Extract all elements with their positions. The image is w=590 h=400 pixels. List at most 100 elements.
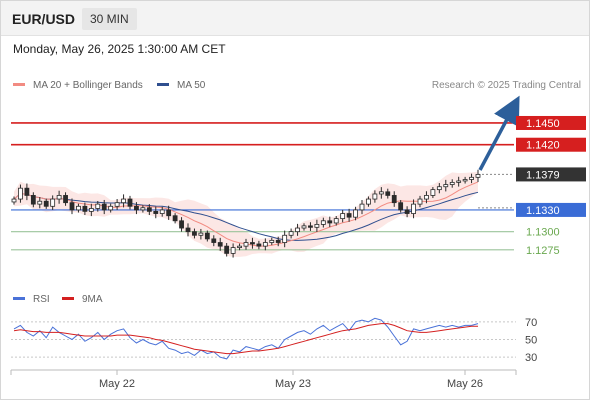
level-label-pivot: 1.1330 — [526, 205, 560, 217]
candle-bearish — [172, 215, 178, 222]
candle-bullish — [230, 247, 236, 254]
candle-bullish — [37, 200, 43, 205]
candle-bearish — [134, 205, 139, 211]
rsi-line — [13, 317, 479, 360]
candle-bullish — [18, 187, 23, 200]
candle-bullish — [301, 225, 307, 229]
candle-bearish — [204, 232, 210, 240]
chart-datetime: Monday, May 26, 2025 1:30:00 AM CET — [13, 42, 226, 56]
candle-bearish — [192, 231, 197, 236]
candle-bearish — [24, 187, 30, 196]
candle-bearish — [275, 239, 281, 243]
rsi-ma-line — [13, 323, 478, 355]
candle-bullish — [333, 218, 339, 224]
rsi-level-label: 30 — [525, 352, 537, 364]
price-levels — [11, 122, 514, 251]
level-label-resistance: 1.1420 — [526, 140, 560, 152]
candle-bearish — [256, 243, 262, 247]
credit-text: Research © 2025 Trading Central — [431, 80, 581, 91]
candle-bearish — [30, 195, 36, 205]
rsi-level-label: 70 — [525, 317, 537, 329]
candle-bearish — [404, 209, 410, 214]
candle-bullish — [95, 203, 101, 209]
legend-item-ma50: MA 50 — [157, 80, 205, 91]
ma20-swatch — [13, 82, 25, 86]
candle-bearish — [43, 200, 49, 207]
candle-bullish — [76, 205, 81, 211]
rsi-swatch — [13, 297, 25, 300]
candle-bullish — [436, 186, 442, 191]
candle-bearish — [250, 242, 255, 245]
candles — [11, 169, 481, 258]
candle-bullish — [469, 176, 474, 180]
candle-bearish — [179, 220, 184, 229]
candle-bearish — [69, 202, 75, 211]
candle-bullish — [411, 203, 416, 214]
candle-bullish — [475, 174, 481, 178]
candle-bullish — [159, 209, 165, 214]
candle-bearish — [224, 245, 230, 254]
rsi-ma-legend-label: 9MA — [82, 294, 103, 305]
candle-bullish — [417, 198, 423, 205]
candle-bearish — [308, 225, 313, 228]
candle-bearish — [146, 207, 152, 212]
level-label-resistance: 1.1450 — [526, 118, 560, 130]
legend-item-ma20-bollinger: MA 20 + Bollinger Bands — [13, 80, 143, 91]
rsi-ma-swatch — [62, 297, 74, 300]
candle-bullish — [50, 198, 56, 207]
candle-bullish — [282, 234, 288, 243]
candle-bullish — [269, 239, 275, 243]
candle-bullish — [314, 224, 320, 228]
rsi-legend: RSI 9MA — [13, 294, 103, 305]
candle-bullish — [237, 245, 242, 248]
candle-bullish — [108, 205, 114, 211]
candle-bearish — [101, 203, 107, 211]
candle-bearish — [63, 195, 68, 204]
candle-bullish — [378, 191, 384, 195]
candle-bearish — [217, 242, 223, 247]
candle-bullish — [353, 209, 358, 218]
candle-bearish — [127, 198, 133, 207]
x-tick-label: May 22 — [99, 378, 135, 390]
candle-bullish — [366, 198, 371, 205]
x-tick-label: May 23 — [275, 378, 311, 390]
candle-bullish — [243, 242, 249, 247]
x-axis: May 22 May 23 May 26 — [10, 370, 517, 390]
candle-bullish — [462, 179, 468, 182]
candle-bearish — [385, 191, 391, 196]
candle-bearish — [346, 213, 352, 218]
x-tick-label: May 26 — [447, 378, 483, 390]
ma50-swatch — [157, 82, 169, 86]
candle-bullish — [430, 189, 436, 196]
candle-bullish — [121, 198, 126, 204]
timeframe-badge[interactable]: 30 MIN — [82, 8, 137, 30]
rsi-legend-label: RSI — [33, 294, 50, 305]
candle-bullish — [456, 180, 462, 183]
candle-bearish — [211, 238, 217, 243]
candle-bullish — [295, 227, 300, 233]
candle-bearish — [327, 220, 333, 224]
candle-bullish — [340, 213, 346, 220]
resistance-tag — [516, 115, 586, 130]
resistance-tag — [516, 137, 586, 152]
candle-bullish — [424, 195, 429, 200]
chart-header: EUR/USD 30 MIN — [1, 1, 589, 36]
candle-bullish — [288, 231, 294, 236]
candle-bearish — [398, 202, 404, 211]
candle-bullish — [372, 193, 378, 200]
candle-bearish — [166, 209, 172, 217]
instrument-label: EUR/USD — [12, 11, 76, 27]
candle-bullish — [359, 203, 365, 211]
level-label-support: 1.1275 — [526, 245, 560, 257]
candle-bullish — [88, 208, 94, 212]
candle-bullish — [140, 207, 146, 211]
ma50-line — [13, 191, 479, 241]
candle-bearish — [82, 205, 88, 212]
candle-bullish — [56, 195, 62, 200]
level-label-current: 1.1379 — [526, 169, 560, 181]
candle-bearish — [185, 227, 191, 233]
candle-bearish — [391, 195, 397, 204]
pivot-tag — [516, 202, 586, 217]
legend-label: MA 20 + Bollinger Bands — [33, 80, 143, 91]
candle-bullish — [114, 202, 120, 207]
